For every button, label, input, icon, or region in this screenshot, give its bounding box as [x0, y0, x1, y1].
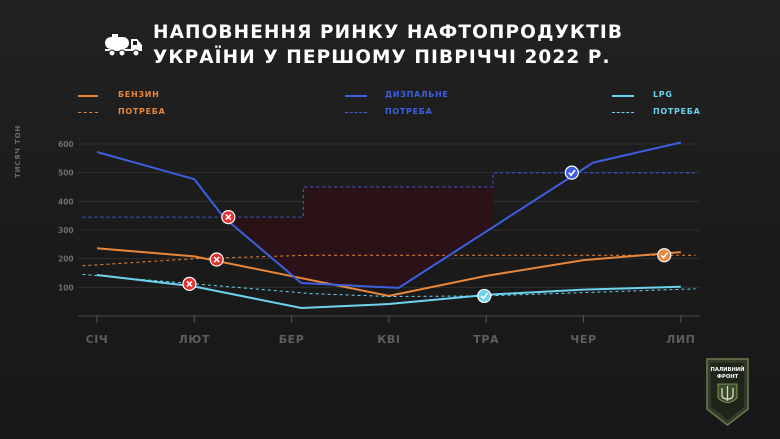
- legend-label-lpg: LPG: [653, 90, 673, 99]
- page-title: НАПОВНЕННЯ РИНКУ НАФТОПРОДУКТІВ УКРАЇНИ …: [153, 20, 713, 70]
- trident-shield-icon: [717, 383, 738, 403]
- cross-glyph: [213, 256, 220, 263]
- deficit-marker-icon: [221, 209, 236, 225]
- marker-circle: [657, 248, 672, 263]
- fuel-front-badge: ПАЛИВНИЙ ФРОНТ: [706, 358, 749, 426]
- legend-label-diesel: ДИЗПАЛЬНЕ: [385, 90, 449, 99]
- y-tick-label: 400: [58, 197, 74, 206]
- x-tick-label: ТРА: [473, 333, 499, 346]
- check-glyph: [568, 169, 576, 177]
- fuel-tanker-truck-icon: [105, 34, 142, 57]
- x-tick-label: ЧЕР: [570, 333, 596, 346]
- marker-circle: [564, 165, 579, 180]
- diesel-deficit-area: [231, 186, 494, 288]
- cross-glyph: [186, 280, 193, 287]
- legend-swatch-diesel: [345, 95, 367, 97]
- diesel-line: [96, 141, 682, 289]
- diesel-demand-line: [82, 172, 696, 218]
- y-tick-label: 500: [58, 169, 74, 178]
- legend-swatch-lpg: [612, 95, 634, 97]
- title-line-1: НАПОВНЕННЯ РИНКУ НАФТОПРОДУКТІВ: [153, 22, 624, 43]
- badge-line-2: ФРОНТ: [717, 374, 739, 380]
- x-tick-label: КВІ: [377, 333, 400, 346]
- axes: 100 200 300 400 500 600 СІЧ ЛЮТ БЕР КВІ ТРА ЧЕР ЛИП: [58, 140, 700, 346]
- marker-circle: [477, 288, 492, 304]
- lpg-demand-line: [82, 273, 696, 297]
- badge-line-1: ПАЛИВНИЙ: [711, 365, 745, 373]
- x-tick-label: СІЧ: [86, 333, 109, 346]
- x-tick-label: БЕР: [279, 333, 305, 346]
- series-lines: [82, 141, 696, 309]
- check-glyph: [660, 252, 669, 259]
- y-tick-label: 100: [58, 283, 74, 292]
- check-marker-icon: [657, 248, 672, 263]
- x-tick-label: ЛИП: [666, 333, 695, 346]
- y-tick-label: 200: [58, 255, 74, 264]
- legend-label-petrol-demand: ПОТРЕБА: [118, 107, 166, 116]
- petrol-line: [96, 247, 681, 297]
- legend-swatch-diesel-demand: [345, 112, 367, 113]
- title-line-2: УКРАЇНИ У ПЕРШОМУ ПІВРІЧЧІ 2022 Р.: [153, 47, 611, 68]
- check-marker-icon: [564, 165, 579, 180]
- petrol-demand-line: [82, 254, 696, 267]
- legend-swatch-petrol-demand: [78, 112, 98, 113]
- x-tick-label: ЛЮТ: [179, 333, 210, 346]
- y-tick-label: 600: [58, 140, 74, 149]
- markers: [182, 165, 672, 304]
- legend-swatch-lpg-demand: [612, 112, 634, 113]
- check-marker-icon: [477, 288, 492, 304]
- cross-glyph: [225, 214, 232, 221]
- y-tick-label: 300: [58, 226, 74, 235]
- deficit-marker-icon: [182, 276, 197, 291]
- legend-label-lpg-demand: ПОТРЕБА: [653, 107, 701, 116]
- legend-label-petrol: БЕНЗИН: [118, 90, 160, 99]
- deficit-marker-icon: [209, 252, 224, 267]
- legend-swatch-petrol: [78, 95, 98, 97]
- check-glyph: [480, 292, 489, 300]
- legend-label-diesel-demand: ПОТРЕБА: [385, 107, 433, 116]
